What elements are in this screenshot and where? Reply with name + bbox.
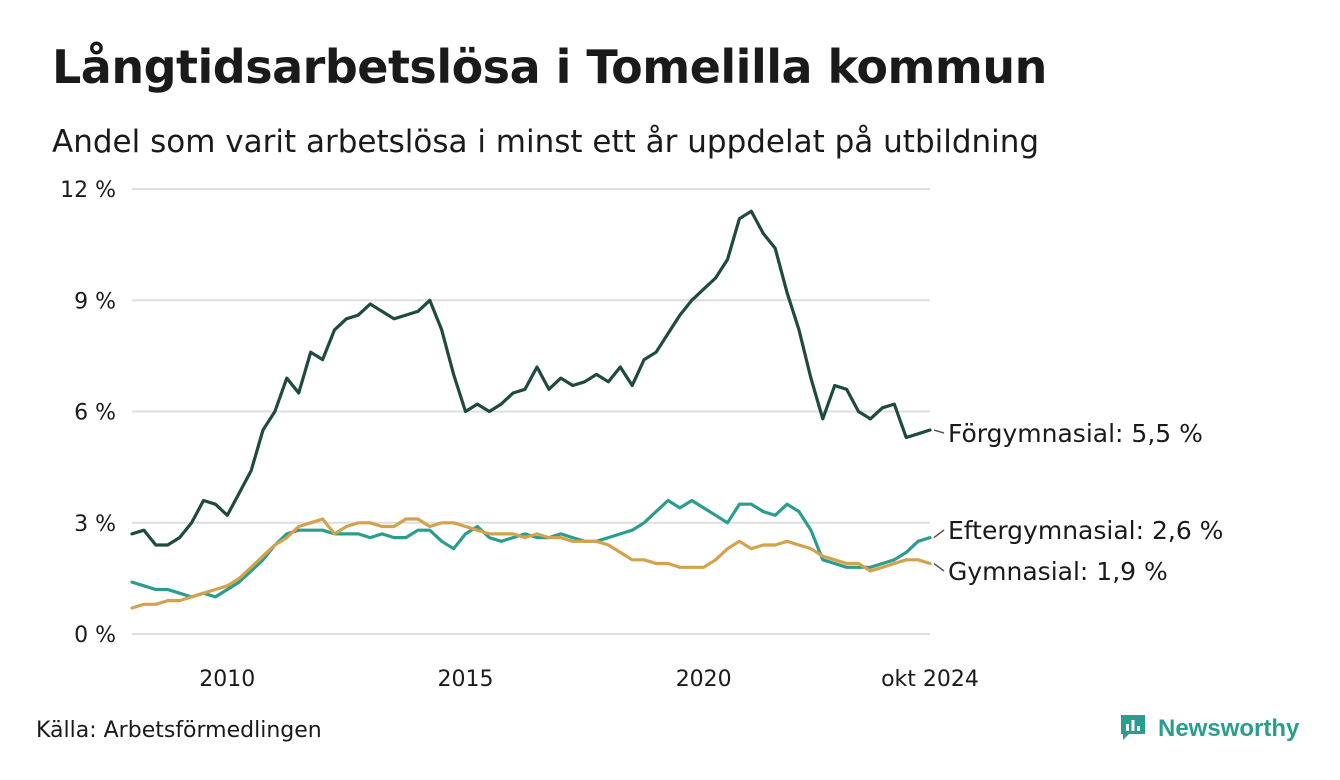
series-end-label: Förgymnasial: 5,5 % (948, 419, 1203, 448)
x-tick-label: 2020 (676, 667, 732, 692)
line-chart: 0 % 3 % 6 % 9 % 12 % 2010 2015 2020 okt 2024 Fö… (60, 178, 1223, 692)
x-tick-label: 2015 (437, 667, 493, 692)
source-note: Källa: Arbetsförmedlingen (36, 718, 322, 743)
series-label-leader (933, 529, 945, 539)
newsworthy-logo-icon (1118, 712, 1148, 746)
x-tick-label: okt 2024 (881, 667, 979, 692)
x-axis-ticks: 2010 2015 2020 okt 2024 (199, 667, 979, 692)
series-label-leader (933, 429, 945, 434)
brand-name: Newsworthy (1158, 715, 1300, 742)
brand[interactable]: Newsworthy (1118, 712, 1299, 746)
y-tick-label: 9 % (74, 289, 116, 314)
chart-title: Långtidsarbetslösa i Tomelilla kommun (52, 40, 1047, 94)
y-tick-label: 6 % (74, 401, 116, 426)
y-tick-label: 12 % (60, 178, 116, 203)
series-line-förgymnasial (130, 209, 932, 547)
series-lines (130, 209, 932, 610)
y-tick-label: 0 % (74, 623, 116, 648)
series-end-label: Eftergymnasial: 2,6 % (948, 516, 1223, 545)
series-end-labels: Förgymnasial: 5,5 % Eftergymnasial: 2,6 %… (933, 419, 1223, 586)
y-axis-ticks: 0 % 3 % 6 % 9 % 12 % (60, 178, 116, 648)
y-tick-label: 3 % (74, 512, 116, 537)
x-tick-label: 2010 (199, 667, 255, 692)
series-label-leader (933, 562, 945, 572)
chart-subtitle: Andel som varit arbetslösa i minst ett å… (52, 124, 1040, 160)
grid-lines (132, 188, 930, 635)
series-line-gymnasial (130, 517, 932, 610)
series-end-label: Gymnasial: 1,9 % (948, 557, 1168, 586)
